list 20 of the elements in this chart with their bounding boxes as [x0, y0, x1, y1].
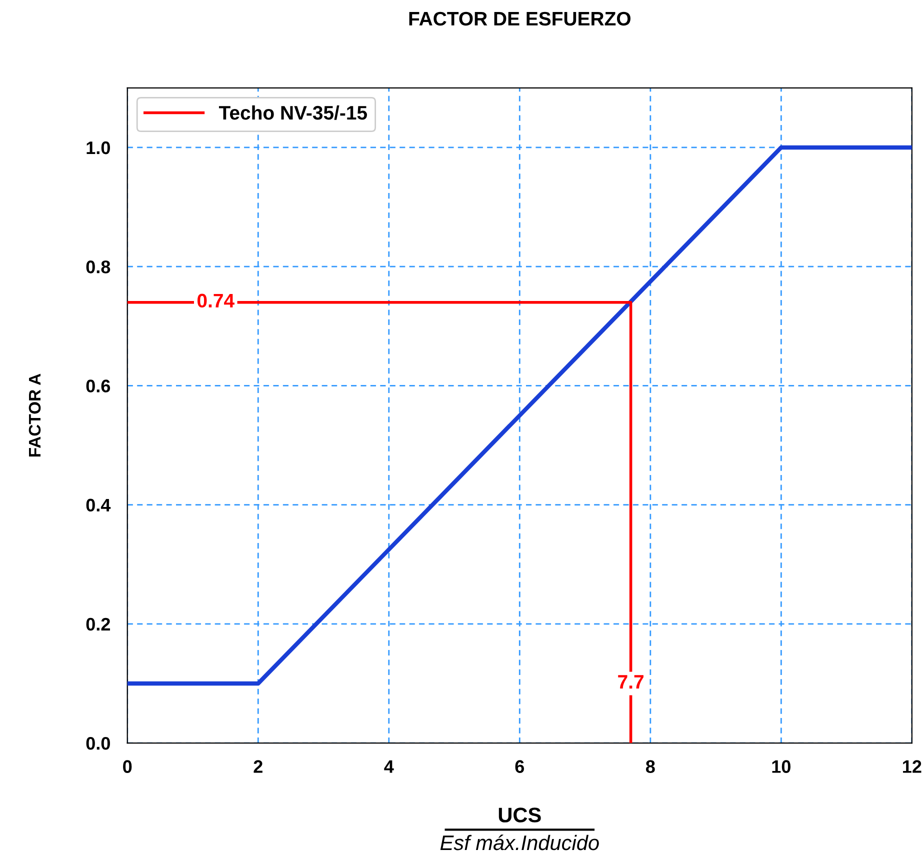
x-tick-label: 10	[772, 760, 790, 773]
y-axis-title: FACTOR A	[28, 374, 41, 456]
x-tick-label: 2	[254, 760, 262, 773]
x-tick-label: 8	[646, 760, 655, 773]
y-tick-label: 0.4	[86, 498, 111, 512]
text: Esf máx.Inducido	[440, 834, 599, 850]
y-tick-label: 0.6	[86, 380, 110, 392]
x-axis-title: UCS	[498, 808, 541, 822]
x-tick-label: 0	[123, 760, 132, 773]
y-tick-label: 0.0	[86, 736, 110, 750]
x-tick-label: 12	[903, 760, 922, 773]
y-tick-label: 0.2	[86, 618, 110, 631]
annotation: 7.7	[618, 675, 644, 689]
x-tick-label: 6	[515, 760, 524, 773]
legend-label: Techo NV-35/-15	[218, 105, 367, 120]
y-tick-label: 0.8	[86, 260, 110, 274]
x-tick-label: 4	[384, 760, 394, 773]
y-tick-label: 1.0	[86, 141, 110, 154]
annotation: 0.74	[197, 294, 234, 308]
chart-title: FACTOR DE ESFUERZO	[409, 12, 630, 26]
